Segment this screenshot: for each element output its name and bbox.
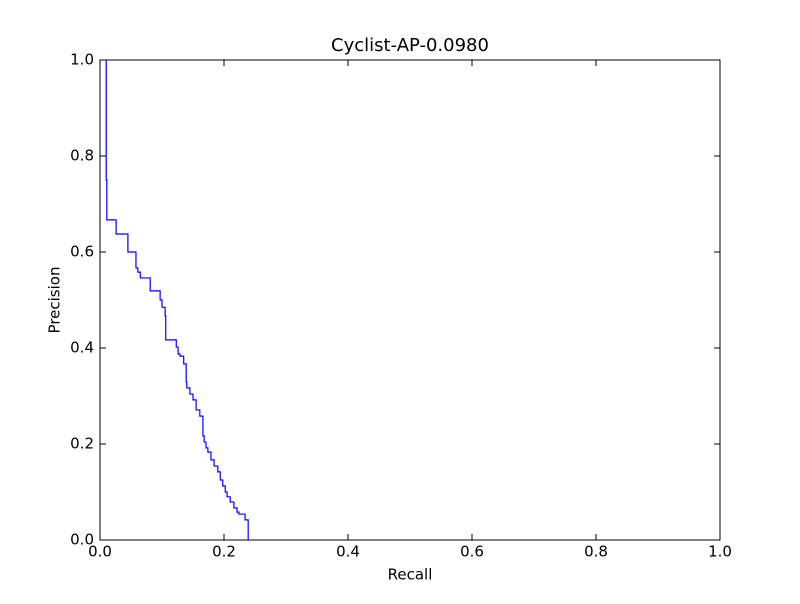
- y-tick-label: 1.0: [70, 51, 94, 69]
- x-tick-label: 0.0: [88, 543, 112, 561]
- y-tick-label: 0.2: [70, 435, 94, 453]
- x-axis-label: Recall: [388, 566, 433, 584]
- x-tick-label: 0.2: [212, 543, 236, 561]
- pr-curve: [105, 60, 249, 541]
- plot-frame: [99, 59, 721, 541]
- x-tick-label: 0.4: [336, 543, 360, 561]
- y-tick-label: 0.0: [70, 531, 94, 549]
- y-tick-label: 0.8: [70, 147, 94, 165]
- y-axis-label: Precision: [46, 267, 64, 334]
- x-tick-label: 1.0: [708, 543, 732, 561]
- x-tick-label: 0.6: [460, 543, 484, 561]
- chart-title: Cyclist-AP-0.0980: [331, 35, 489, 56]
- x-tick-label: 0.8: [584, 543, 608, 561]
- y-tick-label: 0.6: [70, 243, 94, 261]
- y-tick-label: 0.4: [70, 339, 94, 357]
